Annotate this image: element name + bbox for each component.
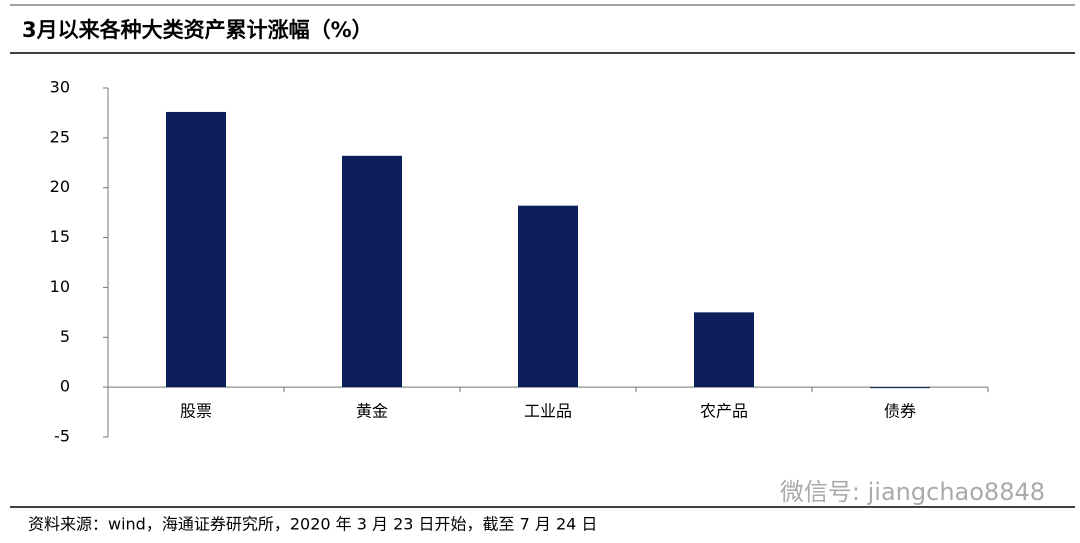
- y-tick-label: 15: [50, 227, 70, 246]
- bar: [870, 387, 930, 389]
- x-tick-label: 黄金: [356, 402, 388, 421]
- y-tick-label: 25: [50, 127, 70, 146]
- watermark: 微信号: jiangchao8848: [780, 478, 1045, 506]
- x-tick-label: 债券: [884, 402, 916, 421]
- bar: [166, 111, 226, 388]
- bar: [694, 312, 754, 388]
- y-tick-label: -5: [54, 427, 70, 446]
- source-note: 资料来源：wind，海通证券研究所，2020 年 3 月 23 日开始，截至 7…: [28, 515, 597, 534]
- y-tick-label: 0: [60, 377, 70, 396]
- x-tick-label: 工业品: [524, 402, 572, 421]
- y-tick-label: 5: [60, 327, 70, 346]
- x-tick-label: 农产品: [700, 402, 748, 421]
- y-tick-label: 20: [50, 177, 70, 196]
- bar: [342, 155, 402, 388]
- x-tick-label: 股票: [180, 402, 212, 421]
- bar: [518, 205, 578, 388]
- y-tick-label: 10: [50, 277, 70, 296]
- chart-title: 3月以来各种大类资产累计涨幅（%）: [22, 18, 373, 42]
- y-tick-label: 30: [50, 78, 70, 97]
